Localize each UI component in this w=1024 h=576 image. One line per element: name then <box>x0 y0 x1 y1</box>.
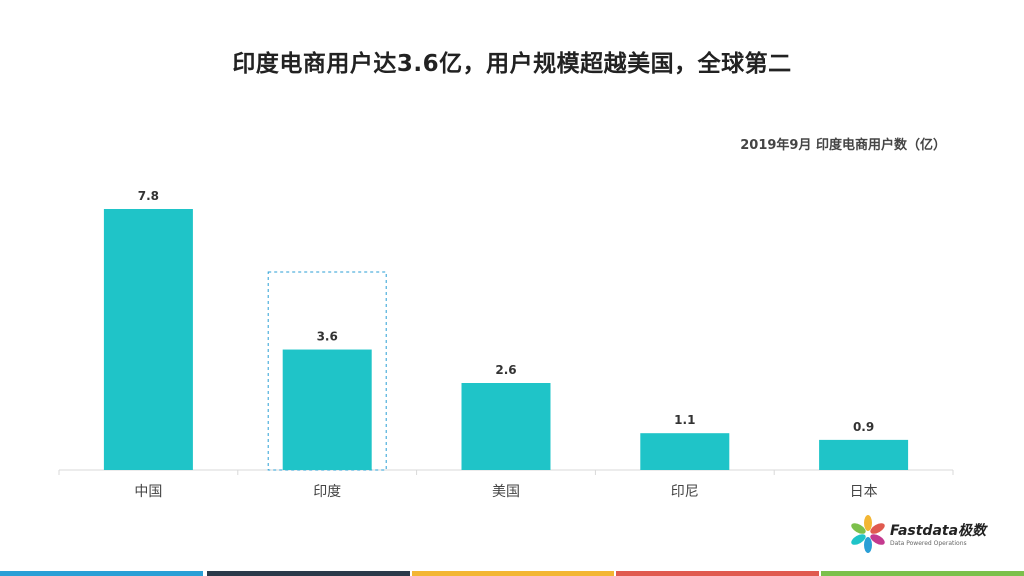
logo-tagline: Data Powered Operations <box>890 540 967 547</box>
bar-3 <box>640 433 730 470</box>
footer-bar-3 <box>616 571 820 576</box>
chart-title: 印度电商用户达3.6亿，用户规模超越美国，全球第二 <box>232 51 792 77</box>
x-tick-label-2: 美国 <box>492 484 520 500</box>
data-label-4: 0.9 <box>853 420 874 434</box>
footer-color-bars <box>0 571 1024 576</box>
x-tick-label-1: 印度 <box>313 484 341 500</box>
footer-bar-1 <box>206 571 410 576</box>
x-tick-label-4: 日本 <box>850 484 878 500</box>
footer-bar-2 <box>411 571 615 576</box>
bar-2 <box>461 383 551 470</box>
data-label-2: 2.6 <box>495 363 516 377</box>
footer-bar-0 <box>0 571 203 576</box>
data-label-3: 1.1 <box>674 413 695 427</box>
footer-bar-4 <box>821 571 1024 576</box>
flower-logo-icon <box>851 515 885 553</box>
chart-subtitle: 2019年9月 印度电商用户数（亿） <box>740 138 946 153</box>
bar-4 <box>819 439 909 470</box>
bar-1 <box>282 349 372 470</box>
x-tick-label-0: 中国 <box>134 484 162 500</box>
logo-brand: Fastdata极数 <box>890 523 987 539</box>
data-label-0: 7.8 <box>138 189 159 203</box>
fastdata-logo: Fastdata极数 Data Powered Operations <box>848 514 998 554</box>
bar-0 <box>103 209 193 470</box>
data-label-1: 3.6 <box>317 330 338 344</box>
x-tick-label-3: 印尼 <box>671 484 699 500</box>
